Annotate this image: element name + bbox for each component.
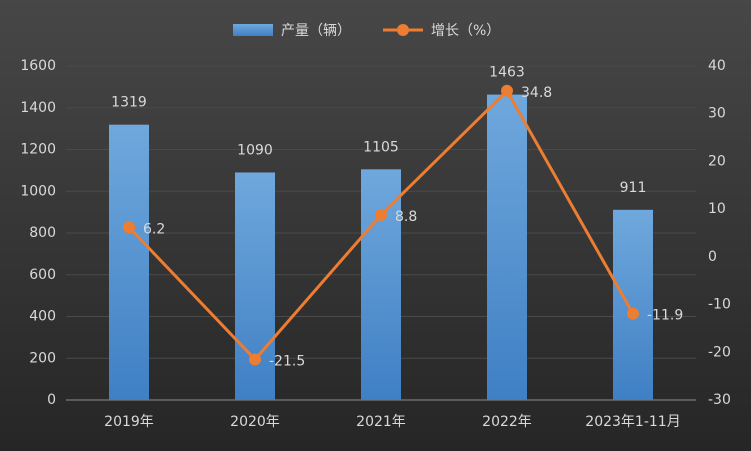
y-tick-label: 1600 (20, 58, 56, 74)
point (375, 208, 387, 221)
y2-tick-label: -10 (708, 297, 731, 313)
bar (613, 209, 653, 400)
y-tick-label: 1400 (20, 100, 56, 116)
x-tick-label: 2020年 (230, 414, 280, 430)
data-label: 1090 (237, 142, 273, 158)
legend-label: 产量（辆） (281, 23, 351, 39)
data-label: 1319 (111, 95, 147, 111)
y2-tick-label: -30 (708, 392, 731, 408)
data-label: 6.2 (143, 221, 165, 237)
y-tick-label: 200 (29, 350, 56, 366)
point (249, 353, 261, 366)
point (627, 307, 639, 320)
y-tick-label: 400 (29, 309, 56, 325)
y2-tick-label: -20 (708, 344, 731, 360)
data-label: 34.8 (521, 85, 552, 101)
x-tick-label: 2019年 (104, 414, 154, 430)
bar (109, 124, 149, 400)
data-label: 1463 (489, 65, 525, 81)
y2-tick-label: 30 (708, 106, 726, 122)
y-tick-label: 0 (47, 392, 56, 408)
y-tick-label: 1000 (20, 183, 56, 199)
y2-tick-label: 40 (708, 58, 726, 74)
bar (361, 169, 401, 400)
y2-tick-label: 10 (708, 201, 726, 217)
x-tick-label: 2023年1-11月 (585, 414, 680, 430)
x-tick-label: 2022年 (482, 414, 532, 430)
legend-swatch (397, 24, 409, 36)
y2-tick-label: 20 (708, 153, 726, 169)
data-label: -11.9 (647, 308, 683, 324)
data-label: 8.8 (395, 209, 417, 225)
bar (487, 94, 527, 400)
legend-label: 增长（%） (431, 23, 500, 39)
legend-swatch (233, 24, 273, 36)
y-tick-label: 800 (29, 225, 56, 241)
data-label: 911 (620, 180, 647, 196)
y-tick-label: 1200 (20, 142, 56, 158)
data-label: -21.5 (269, 353, 305, 369)
data-label: 1105 (363, 139, 399, 155)
y2-tick-label: 0 (708, 249, 717, 265)
point (501, 84, 513, 97)
point (123, 221, 135, 234)
x-tick-label: 2021年 (356, 414, 406, 430)
y-tick-label: 600 (29, 267, 56, 283)
